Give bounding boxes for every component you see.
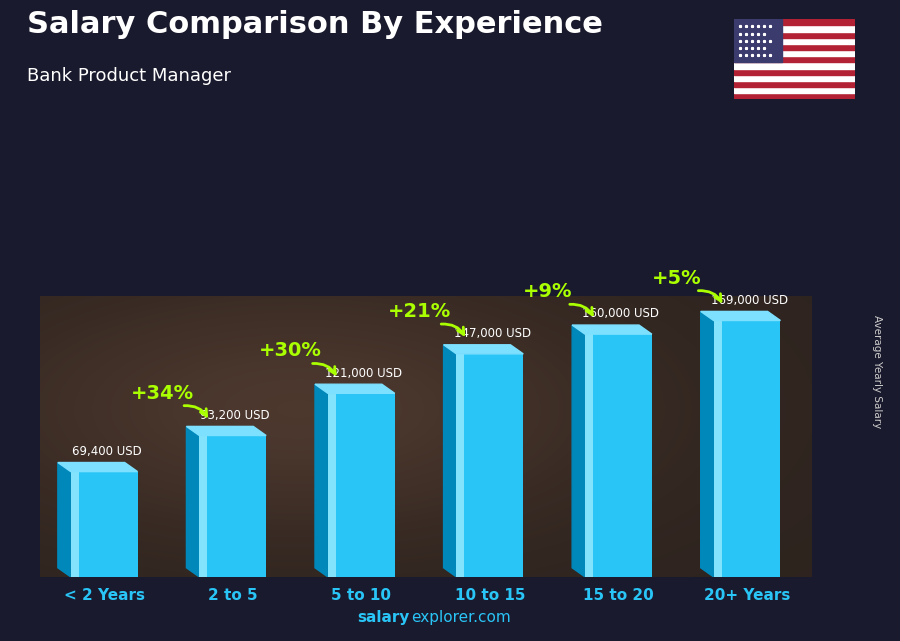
Text: salary: salary: [357, 610, 410, 625]
Polygon shape: [58, 463, 138, 472]
Polygon shape: [701, 312, 714, 577]
Bar: [456, 354, 464, 577]
Polygon shape: [315, 384, 328, 577]
Bar: [585, 334, 652, 577]
Polygon shape: [186, 426, 266, 435]
Text: Bank Product Manager: Bank Product Manager: [27, 67, 231, 85]
Text: 121,000 USD: 121,000 USD: [325, 367, 402, 379]
Bar: [71, 472, 78, 577]
Text: +21%: +21%: [388, 302, 451, 321]
Bar: [328, 394, 395, 577]
Polygon shape: [444, 345, 523, 354]
Bar: [734, 62, 855, 69]
Bar: [734, 44, 855, 50]
Bar: [734, 75, 855, 81]
Polygon shape: [315, 384, 395, 394]
Bar: [328, 394, 336, 577]
Bar: [199, 435, 207, 577]
Polygon shape: [572, 325, 652, 334]
Text: +5%: +5%: [652, 269, 701, 288]
Text: +34%: +34%: [130, 383, 194, 403]
Bar: [734, 50, 855, 56]
Text: 147,000 USD: 147,000 USD: [454, 327, 531, 340]
Text: +9%: +9%: [523, 282, 572, 301]
Bar: [734, 19, 782, 62]
Bar: [734, 38, 855, 44]
Polygon shape: [186, 426, 199, 577]
Text: 93,200 USD: 93,200 USD: [201, 409, 270, 422]
Text: explorer.com: explorer.com: [411, 610, 511, 625]
Bar: [585, 334, 593, 577]
Bar: [734, 69, 855, 75]
Text: 160,000 USD: 160,000 USD: [582, 308, 660, 320]
Bar: [714, 320, 780, 577]
Polygon shape: [572, 325, 585, 577]
Text: 69,400 USD: 69,400 USD: [72, 445, 141, 458]
Bar: [734, 31, 855, 38]
Text: 169,000 USD: 169,000 USD: [711, 294, 788, 307]
Bar: [734, 87, 855, 93]
Bar: [734, 56, 855, 62]
Text: Average Yearly Salary: Average Yearly Salary: [872, 315, 883, 428]
Bar: [71, 472, 138, 577]
Polygon shape: [701, 312, 780, 320]
Bar: [734, 93, 855, 99]
Text: +30%: +30%: [259, 342, 322, 360]
Bar: [456, 354, 523, 577]
Polygon shape: [58, 463, 71, 577]
Bar: [734, 81, 855, 87]
Bar: [199, 435, 266, 577]
Bar: [734, 19, 855, 26]
Bar: [714, 320, 722, 577]
Bar: [734, 26, 855, 31]
Polygon shape: [444, 345, 456, 577]
Text: Salary Comparison By Experience: Salary Comparison By Experience: [27, 10, 603, 38]
